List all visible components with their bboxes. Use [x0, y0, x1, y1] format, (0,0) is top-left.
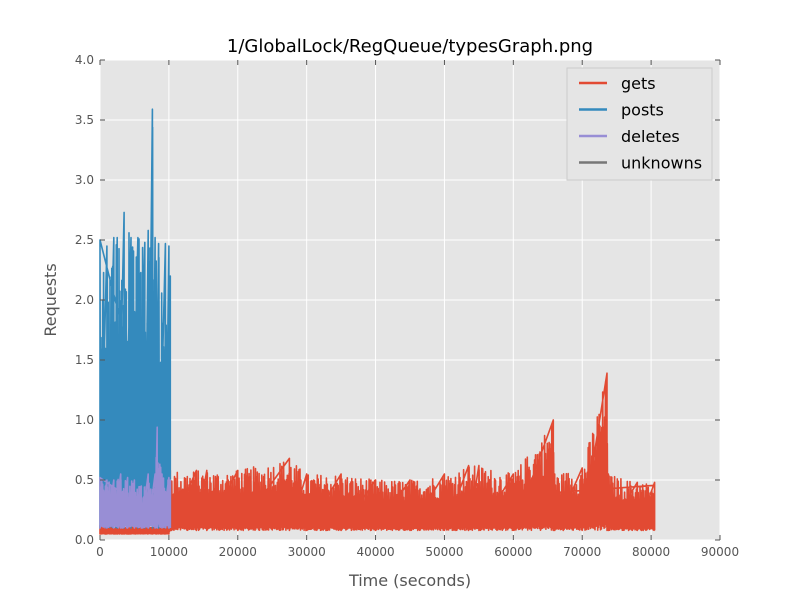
legend-label-posts: posts	[621, 101, 664, 120]
x-tick-label: 90000	[701, 545, 739, 559]
x-tick-label: 0	[96, 545, 104, 559]
y-tick-label: 2.5	[75, 233, 94, 247]
chart-title: 1/GlobalLock/RegQueue/typesGraph.png	[227, 36, 593, 57]
series-line-gets	[99, 372, 656, 535]
legend-label-unknowns: unknowns	[621, 154, 702, 173]
x-tick-label: 60000	[494, 545, 532, 559]
y-tick-label: 0.0	[75, 533, 94, 547]
x-tick-label: 80000	[632, 545, 670, 559]
tick-layer: 0 10000 20000 30000 40000 50000 60000 70000 8000…	[75, 53, 739, 559]
y-tick-label: 3.0	[75, 173, 94, 187]
legend: gets posts deletes unknowns	[566, 67, 713, 181]
x-tick-label: 50000	[425, 545, 463, 559]
legend-label-gets: gets	[621, 74, 656, 93]
y-tick-label: 2.0	[75, 293, 94, 307]
x-tick-label: 70000	[563, 545, 601, 559]
legend-label-deletes: deletes	[621, 127, 680, 146]
x-tick-label: 20000	[219, 545, 257, 559]
x-tick-label: 30000	[288, 545, 326, 559]
y-tick-label: 0.5	[75, 473, 94, 487]
y-axis-label: Requests	[41, 263, 60, 336]
y-tick-label: 1.0	[75, 413, 94, 427]
y-tick-label: 3.5	[75, 113, 94, 127]
y-tick-label: 1.5	[75, 353, 94, 367]
series-layer	[99, 108, 656, 535]
series-line-deletes	[99, 426, 172, 529]
x-axis-label: Time (seconds)	[348, 571, 471, 590]
y-tick-label: 4.0	[75, 53, 94, 67]
x-tick-label: 10000	[150, 545, 188, 559]
x-tick-label: 40000	[356, 545, 394, 559]
